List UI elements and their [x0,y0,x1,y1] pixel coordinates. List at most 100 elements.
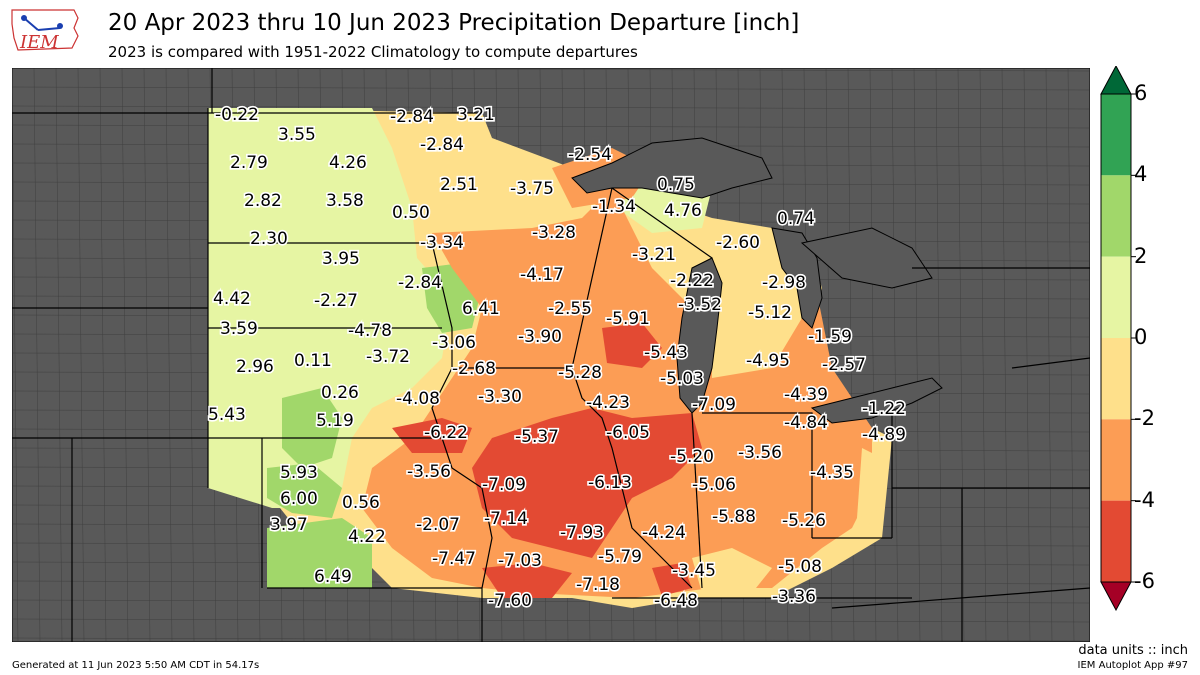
station-value: -5.08 [778,557,822,577]
colorbar-bin [1101,338,1131,420]
station-value: -2.55 [548,299,592,319]
station-value: -2.22 [670,271,714,291]
station-value: -2.84 [390,107,434,127]
station-value: -6.48 [654,591,698,611]
map-title: 20 Apr 2023 thru 10 Jun 2023 Precipitati… [108,10,800,36]
station-value: -0.22 [215,105,259,125]
station-value: 0.75 [657,175,695,195]
station-value: -2.57 [822,355,866,375]
station-value: 2.51 [440,175,478,195]
station-value: 4.76 [664,201,702,221]
station-value: -2.54 [568,145,612,165]
station-value: 3.97 [270,515,308,535]
station-value: -7.03 [498,551,542,571]
generated-timestamp: Generated at 11 Jun 2023 5:50 AM CDT in … [12,660,260,671]
station-value: -4.24 [642,523,686,543]
colorbar-tick-label: -6 [1134,569,1155,593]
station-value: -5.26 [782,511,826,531]
colorbar-tick-label: -2 [1134,406,1155,431]
station-value: -3.28 [532,223,576,243]
station-value: -3.30 [478,387,522,407]
station-value: 3.55 [278,125,316,145]
station-value: -4.17 [520,265,564,285]
station-value: -5.43 [644,343,688,363]
station-value: -5.37 [515,427,559,447]
station-value: 6.00 [280,489,318,509]
app-credit: IEM Autoplot App #97 [1077,660,1188,671]
svg-text:IEM: IEM [19,32,59,53]
station-value: 2.82 [244,191,282,211]
station-value: -3.06 [432,333,476,353]
station-value: -6.13 [588,473,632,493]
station-value: 3.21 [457,105,495,125]
colorbar-bin [1101,256,1131,338]
station-value: -3.34 [420,233,464,253]
colorbar-bin [1101,175,1131,257]
station-value: -1.34 [592,197,636,217]
map-subtitle: 2023 is compared with 1951-2022 Climatol… [108,43,638,61]
iem-logo: IEM [11,9,79,53]
station-value: -5.06 [692,475,736,495]
station-value: 4.42 [213,289,251,309]
colorbar-bin [1101,94,1131,176]
precipitation-departure-map: -0.22 -2.84 3.21 3.55 -2.84 -2.54 2.79 4.26 2.51… [12,68,1090,642]
station-value: -3.56 [407,462,451,482]
colorbar-tick-label: 6 [1134,81,1148,105]
station-value: 6.49 [314,567,352,587]
station-value: -3.90 [518,327,562,347]
station-value: -2.84 [420,135,464,155]
colorbar-bin [1101,500,1131,582]
station-value: 2.96 [236,357,274,377]
station-value: -4.08 [396,389,440,409]
station-value: 4.22 [348,527,386,547]
station-value: -3.21 [632,245,676,265]
station-value: -4.89 [862,425,906,445]
station-value: -4.23 [586,393,630,413]
station-value: -7.09 [482,475,526,495]
station-value: 5.93 [280,463,318,483]
station-value: -4.84 [784,413,828,433]
station-value: 3.59 [220,319,258,339]
station-value: 5.43 [208,405,246,425]
station-value: -2.98 [762,273,806,293]
station-value: -3.75 [510,179,554,199]
colorbar-tick-label: 4 [1134,162,1148,187]
station-value: -5.03 [660,369,704,389]
data-units-label: data units :: inch [1078,643,1188,658]
station-value: -2.07 [416,515,460,535]
station-value: 6.41 [462,299,500,319]
station-value: 3.95 [322,249,360,269]
station-value: -5.12 [748,303,792,323]
station-value: 2.79 [230,153,268,173]
station-value: -3.45 [672,561,716,581]
station-value: -6.22 [424,423,468,443]
station-value: -1.22 [862,399,906,419]
station-value: -7.60 [488,591,532,611]
station-value: -1.59 [808,327,852,347]
station-value: 0.56 [342,493,380,513]
station-value: -3.52 [678,295,722,315]
colorbar-tick-label: -4 [1134,487,1155,512]
station-value: 0.50 [392,203,430,223]
station-value: -4.78 [348,321,392,341]
colorbar [1100,66,1136,611]
station-value: -3.72 [366,347,410,367]
station-value: -5.79 [598,547,642,567]
station-value: -6.05 [606,423,650,443]
station-value: 0.74 [777,209,815,229]
station-value: -4.95 [746,351,790,371]
station-value: 0.11 [294,351,332,371]
station-value: 2.30 [250,229,288,249]
station-value: -5.28 [558,363,602,383]
station-value: -2.68 [452,359,496,379]
station-value: -3.56 [738,443,782,463]
station-value: 3.58 [326,191,364,211]
station-value: -2.27 [314,291,358,311]
station-value: -2.84 [398,273,442,293]
colorbar-under-arrow [1100,581,1132,611]
station-value: 0.26 [321,383,359,403]
station-value: -7.18 [576,575,620,595]
station-value: -5.20 [670,447,714,467]
colorbar-bin [1101,419,1131,501]
station-value: -7.14 [484,509,528,529]
